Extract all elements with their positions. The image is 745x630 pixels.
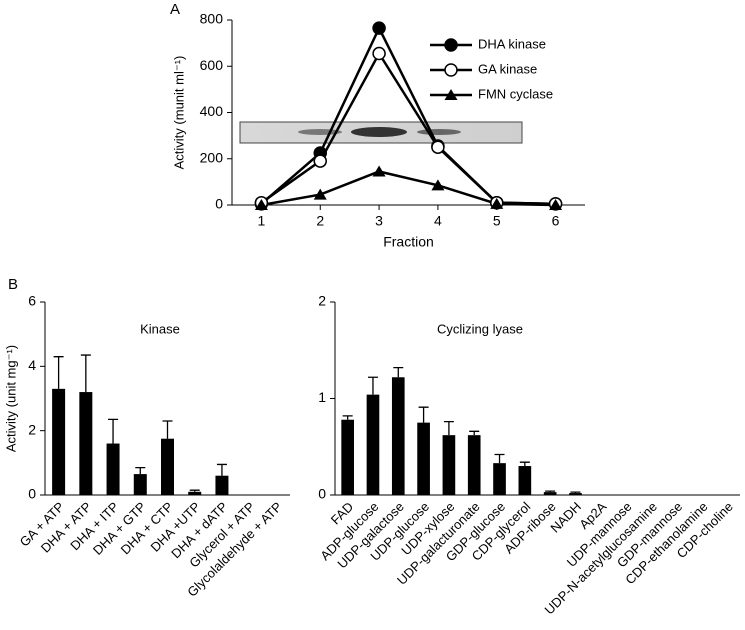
y-tick-label: 200: [200, 149, 224, 165]
error-bar: [570, 491, 581, 494]
y-tick-label: 0: [215, 196, 223, 212]
y-tick-label: 0: [318, 486, 326, 502]
bar: [341, 419, 354, 495]
y-tick-label: 400: [200, 103, 224, 119]
panel-label: B: [8, 276, 18, 293]
panel-label: A: [170, 1, 180, 18]
x-tick-label: 3: [375, 213, 383, 229]
x-tick-label: 1: [258, 213, 266, 229]
error-bar: [80, 354, 91, 393]
bar: [543, 492, 557, 495]
bar: [188, 491, 202, 495]
bar: [442, 435, 456, 495]
y-tick-label: 800: [200, 11, 224, 27]
x-axis-label: Fraction: [383, 234, 434, 250]
data-point: [549, 199, 563, 210]
x-tick-label: 6: [552, 213, 560, 229]
y-tick-label: 6: [28, 293, 36, 309]
error-bar: [469, 430, 480, 436]
bar: [215, 475, 229, 495]
legend-label: GA kinase: [478, 61, 537, 76]
error-bar: [545, 490, 556, 493]
y-tick-label: 0: [28, 486, 36, 502]
error-bar: [216, 463, 227, 476]
error-bar: [189, 489, 200, 492]
bar: [133, 474, 147, 495]
bar: [79, 392, 93, 495]
error-bar: [53, 356, 64, 389]
y-axis-label: Activity (unit mg⁻¹): [3, 345, 18, 452]
legend-marker: [444, 89, 458, 100]
bar: [518, 466, 532, 495]
data-point: [490, 197, 504, 209]
y-axis-label: Activity (munit ml⁻¹): [171, 56, 186, 170]
error-bar: [108, 418, 119, 444]
legend-label: FMN cyclase: [478, 86, 553, 101]
legend-marker: [444, 38, 458, 52]
data-point: [313, 188, 327, 200]
bar: [52, 388, 66, 495]
error-bar: [494, 453, 505, 464]
bar: [366, 394, 380, 495]
bar: [467, 435, 481, 495]
bar: [106, 443, 120, 495]
annotation: Kinase: [140, 321, 180, 336]
x-tick-label: 5: [493, 213, 501, 229]
bar: [569, 493, 582, 495]
data-point: [254, 199, 268, 210]
data-point: [313, 154, 327, 168]
error-bar: [418, 406, 429, 423]
error-bar: [393, 366, 404, 378]
data-point: [372, 165, 386, 177]
y-tick-label: 600: [200, 57, 224, 73]
y-tick-label: 2: [28, 421, 36, 437]
x-tick-label: 2: [316, 213, 324, 229]
annotation: Cyclizing lyase: [437, 321, 523, 336]
bar: [391, 377, 405, 495]
data-point: [431, 140, 445, 154]
bar: [493, 463, 506, 495]
gel-inset: [239, 121, 523, 144]
error-bar: [135, 467, 146, 475]
bar: [417, 422, 430, 495]
series-line: [261, 170, 556, 207]
x-tick-label: 4: [434, 213, 442, 229]
error-bar: [443, 421, 454, 436]
data-point: [372, 21, 386, 35]
y-tick-label: 4: [28, 357, 36, 373]
legend-marker: [444, 63, 458, 77]
y-tick-label: 1: [318, 389, 326, 405]
y-tick-label: 2: [318, 293, 326, 309]
legend-label: DHA kinase: [478, 36, 546, 51]
error-bar: [367, 376, 378, 395]
error-bar: [342, 415, 353, 420]
bar: [161, 438, 174, 495]
data-point: [372, 46, 386, 61]
data-point: [431, 179, 445, 191]
error-bar: [162, 420, 173, 439]
error-bar: [519, 461, 530, 467]
